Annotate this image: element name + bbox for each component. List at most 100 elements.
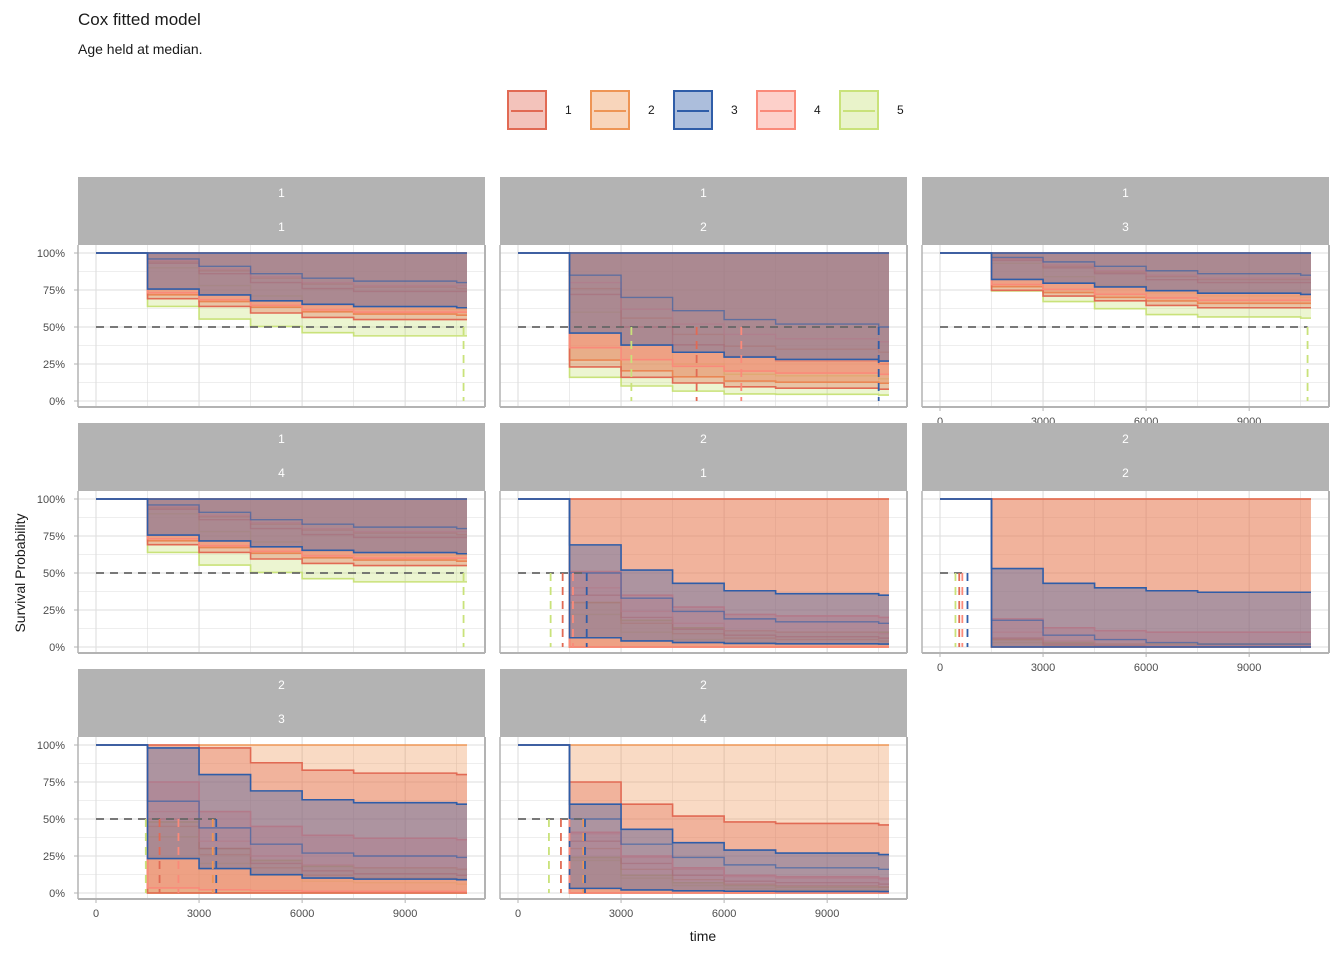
legend-item-1: 1: [507, 90, 575, 130]
confidence-band-group-5: [96, 253, 467, 336]
facet-strip-label: 2: [1122, 466, 1129, 480]
legend: 1 2 3 4 5: [507, 88, 922, 132]
y-tick-label: 0%: [49, 396, 65, 408]
panel-background: [78, 737, 485, 899]
facet-strip-label: 2: [278, 678, 285, 692]
lower-bound-line-group-5: [96, 498, 467, 583]
lower-bound-line-group-3: [518, 252, 889, 362]
upper-bound-line-group-3: [940, 498, 1311, 594]
panel-background: [500, 245, 907, 407]
y-tick-label: 100%: [37, 494, 65, 506]
y-tick-label: 0%: [49, 642, 65, 654]
confidence-band-group-2: [940, 253, 1311, 304]
x-tick-label: 6000: [290, 908, 314, 920]
survival-curve-group-4: [96, 744, 467, 871]
legend-key-1: [507, 90, 547, 130]
y-tick-label: 75%: [43, 777, 65, 789]
lower-bound-line-group-4: [940, 252, 1311, 302]
x-tick-label: 3000: [1031, 662, 1055, 674]
lower-bound-line-group-4: [96, 498, 467, 560]
facet-strip-label: 1: [700, 186, 707, 200]
upper-bound-line-group-3: [518, 744, 889, 856]
facet-strip-label: 3: [1122, 220, 1129, 234]
y-tick-label: 100%: [37, 740, 65, 752]
confidence-band-group-4: [518, 253, 889, 375]
upper-bound-line-group-3: [518, 498, 889, 597]
confidence-band-group-3: [96, 745, 467, 880]
x-tick-label: 0: [515, 908, 521, 920]
survival-curve-group-4: [518, 744, 889, 881]
confidence-band-group-1: [940, 499, 1311, 647]
survival-curve-group-4: [96, 498, 467, 533]
facet-strip: [78, 669, 485, 737]
confidence-band-group-5: [518, 499, 889, 647]
survival-curve-group-3: [96, 252, 467, 284]
lower-bound-line-group-3: [940, 252, 1311, 296]
confidence-band-group-2: [518, 253, 889, 384]
survival-curve-group-1: [940, 252, 1311, 284]
y-tick-label: 75%: [43, 285, 65, 297]
confidence-band-group-4: [96, 499, 467, 559]
survival-curve-group-5: [518, 252, 889, 380]
x-tick-label: 0: [93, 908, 99, 920]
facet-strip-label: 2: [700, 432, 707, 446]
confidence-band-group-3: [940, 253, 1311, 295]
confidence-band-group-3: [96, 499, 467, 554]
y-tick-label: 50%: [43, 568, 65, 580]
lower-bound-line-group-3: [96, 498, 467, 555]
lower-bound-line-group-5: [518, 252, 889, 396]
upper-bound-line-group-4: [96, 744, 467, 841]
survival-curve-group-3: [940, 252, 1311, 276]
confidence-band-group-2: [518, 499, 889, 647]
x-axis-label: time: [689, 928, 717, 944]
legend-label-4: 4: [814, 103, 821, 117]
facet-strip-label: 3: [278, 712, 285, 726]
lower-bound-line-group-4: [518, 252, 889, 376]
y-axis-label: Survival Probability: [12, 513, 28, 633]
legend-label-5: 5: [897, 103, 904, 117]
x-tick-label: 6000: [712, 908, 736, 920]
facet-strip-label: 1: [700, 466, 707, 480]
x-tick-label: 0: [937, 416, 943, 428]
legend-item-5: 5: [839, 90, 907, 130]
legend-key-2: [590, 90, 630, 130]
lower-bound-line-group-1: [96, 498, 467, 567]
lower-bound-line-group-5: [96, 252, 467, 337]
chart-subtitle: Age held at median.: [78, 41, 203, 57]
survival-curve-group-3: [518, 744, 889, 871]
chart-title: Cox fitted model: [78, 10, 201, 29]
confidence-band-group-1: [518, 499, 889, 647]
confidence-band-group-3: [96, 253, 467, 308]
x-tick-label: 3000: [609, 908, 633, 920]
facet-strip: [78, 177, 485, 245]
legend-key-3: [673, 90, 713, 130]
survival-curve-group-3: [96, 744, 467, 859]
confidence-band-group-3: [940, 499, 1311, 647]
x-tick-label: 9000: [1237, 662, 1261, 674]
confidence-band-group-4: [96, 253, 467, 313]
legend-key-4: [756, 90, 796, 130]
facet-strip: [922, 177, 1329, 245]
lower-bound-line-group-3: [96, 252, 467, 309]
facet-strip-label: 1: [278, 432, 285, 446]
confidence-band-group-2: [940, 499, 1311, 647]
facet-strip-label: 4: [700, 712, 707, 726]
legend-label-1: 1: [565, 103, 572, 117]
facet-strip-label: 1: [278, 186, 285, 200]
panel-background: [500, 737, 907, 899]
facet-strip-label: 2: [700, 220, 707, 234]
confidence-band-group-5: [96, 745, 467, 893]
y-tick-label: 75%: [43, 531, 65, 543]
lower-bound-line-group-4: [96, 744, 467, 893]
x-tick-label: 9000: [393, 908, 417, 920]
facet-strip-label: 1: [278, 220, 285, 234]
survival-curve-group-4: [96, 252, 467, 287]
x-tick-label: 0: [937, 662, 943, 674]
facet-strip: [500, 177, 907, 245]
confidence-band-group-5: [96, 499, 467, 582]
lower-bound-line-group-2: [940, 252, 1311, 305]
survival-curve-group-5: [518, 744, 889, 891]
legend-label-2: 2: [648, 103, 655, 117]
panel-background: [500, 491, 907, 653]
